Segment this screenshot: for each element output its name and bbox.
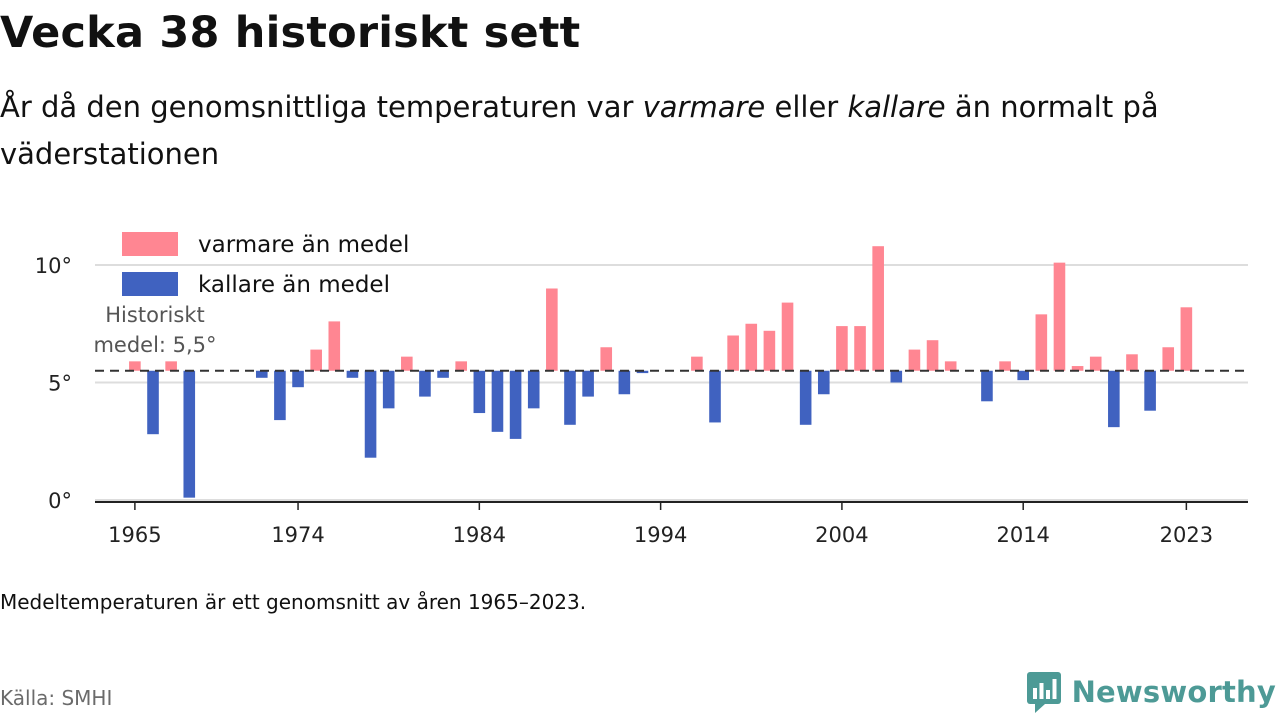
bars xyxy=(129,246,1193,498)
legend-label-warmer: varmare än medel xyxy=(198,232,409,258)
bar-1966 xyxy=(147,370,159,435)
x-tick-label: 1984 xyxy=(453,523,506,547)
axes: 0° 5° 10° 1965 1974 1984 1994 2004 2014 2023 xyxy=(35,254,1248,547)
legend-label-colder: kallare än medel xyxy=(198,272,390,298)
bar-2015 xyxy=(1035,314,1048,371)
bar-2017 xyxy=(1071,366,1084,371)
bar-1988 xyxy=(546,288,558,371)
bar-1985 xyxy=(491,370,504,432)
chart-title: Vecka 38 historiskt sett xyxy=(0,8,581,58)
bar-2013 xyxy=(999,361,1011,371)
bar-2022 xyxy=(1162,347,1175,371)
subtitle-part: eller xyxy=(765,90,848,124)
x-tick-label: 1974 xyxy=(271,523,324,547)
bar-1965 xyxy=(129,361,141,371)
subtitle-part: År då den genomsnittliga temperaturen va… xyxy=(0,90,643,124)
brand-name: Newsworthy xyxy=(1071,675,1276,709)
source-credit: Källa: SMHI xyxy=(0,686,113,710)
bar-2000 xyxy=(763,330,776,371)
bar-1976 xyxy=(328,321,341,371)
bar-1992 xyxy=(618,370,631,395)
bar-2018 xyxy=(1089,356,1102,371)
legend-swatch-warmer xyxy=(122,232,178,256)
bar-1974 xyxy=(292,370,304,388)
bar-2016 xyxy=(1053,262,1066,371)
subtitle-emphasis-warmer: varmare xyxy=(642,90,766,124)
bar-1968 xyxy=(183,370,196,498)
y-tick-label: 5° xyxy=(48,372,72,396)
bar-2009 xyxy=(926,340,939,371)
bar-1975 xyxy=(310,349,322,371)
bar-2002 xyxy=(799,370,812,425)
bar-1983 xyxy=(455,361,468,371)
x-tick-label: 1965 xyxy=(108,523,161,547)
y-tick-label: 0° xyxy=(48,489,72,513)
bar-1993 xyxy=(636,370,649,374)
bar-1991 xyxy=(600,347,613,371)
bar-1990 xyxy=(582,370,594,397)
bar-1987 xyxy=(527,370,540,409)
bar-2007 xyxy=(890,370,903,383)
bar-1997 xyxy=(709,370,721,423)
bar-1996 xyxy=(691,356,703,371)
bar-1989 xyxy=(564,370,576,425)
bar-2010 xyxy=(944,361,957,371)
x-tick-label: 2023 xyxy=(1160,523,1213,547)
bar-1998 xyxy=(727,335,739,371)
brand-logo: Newsworthy xyxy=(1026,668,1276,716)
legend-swatch-colder xyxy=(122,272,178,296)
newsworthy-logo-icon xyxy=(1026,672,1061,713)
footnote: Medeltemperaturen är ett genomsnitt av å… xyxy=(0,590,587,614)
bar-1984 xyxy=(473,370,486,414)
bar-1986 xyxy=(509,370,522,439)
bar-2004 xyxy=(836,326,848,371)
subtitle-emphasis-colder: kallare xyxy=(847,90,946,124)
bar-2012 xyxy=(981,370,993,402)
bar-1999 xyxy=(745,323,758,371)
bar-1980 xyxy=(401,356,413,371)
bar-1967 xyxy=(165,361,177,371)
chart-subtitle: År då den genomsnittliga temperaturen va… xyxy=(0,84,1230,178)
mean-label: medel: 5,5° xyxy=(93,333,216,357)
x-tick-label: 2014 xyxy=(996,523,1049,547)
bar-2021 xyxy=(1144,370,1156,411)
mean-annotation: Historiskt medel: 5,5° xyxy=(93,303,1248,372)
x-tick-label: 2004 xyxy=(815,523,868,547)
bar-2006 xyxy=(872,246,884,371)
bar-2008 xyxy=(908,349,921,371)
bar-1979 xyxy=(382,370,395,409)
bar-2014 xyxy=(1017,370,1030,381)
bar-2020 xyxy=(1126,354,1138,371)
gridlines xyxy=(95,264,1248,501)
x-tick-label: 1994 xyxy=(634,523,687,547)
bar-2005 xyxy=(854,326,866,371)
bar-2023 xyxy=(1180,307,1193,371)
legend: varmare än medel kallare än medel xyxy=(122,232,409,298)
mean-label: Historiskt xyxy=(105,303,204,327)
bar-1978 xyxy=(364,370,377,458)
bar-2003 xyxy=(817,370,830,395)
y-tick-label: 10° xyxy=(35,254,72,278)
bar-1972 xyxy=(255,370,268,378)
subtitle-part: än normalt på väderstationen xyxy=(0,90,1159,171)
bar-2001 xyxy=(781,302,794,371)
bar-1981 xyxy=(419,370,431,397)
bar-1977 xyxy=(346,370,359,378)
bar-2019 xyxy=(1108,370,1120,428)
bar-1982 xyxy=(437,370,449,378)
bar-1973 xyxy=(274,370,286,421)
